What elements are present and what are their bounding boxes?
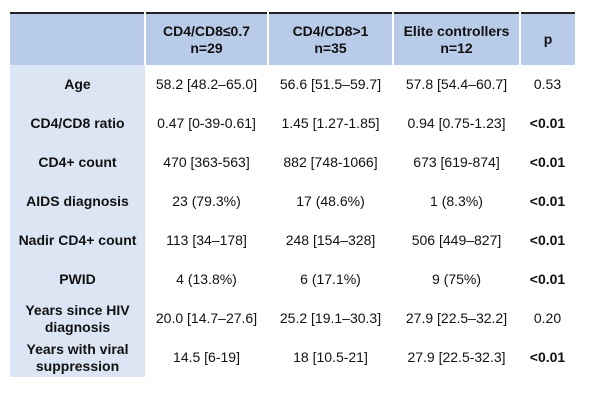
table-cell: 20.0 [14.7–27.6] <box>155 310 258 326</box>
p-value: <0.01 <box>529 193 566 209</box>
table-cell: 58.2 [48.2–65.0] <box>155 76 258 92</box>
row-label-text: Nadir CD4+ count <box>18 232 137 248</box>
row-label-text: Years since HIV diagnosis <box>25 301 130 335</box>
table-cell: 56.6 [51.5–59.7] <box>279 76 382 92</box>
table-row: CD4/CD8 ratio 0.47 [0-39-0.61] 1.45 [1.27-… <box>10 104 575 143</box>
p-value: 0.20 <box>533 310 562 326</box>
header-cell: Elite controllers n=12 <box>392 13 520 65</box>
header-cell: p <box>519 13 575 65</box>
table-cell: 25.2 [19.1–30.3] <box>279 310 382 326</box>
row-label-text: CD4/CD8 ratio <box>30 115 125 131</box>
row-label: PWID <box>10 260 145 299</box>
table-cell: 0.47 [0-39-0.61] <box>157 115 256 131</box>
table-cell: 17 (48.6%) <box>296 193 365 209</box>
table-cell: 1 (8.3%) <box>430 193 483 209</box>
table-cell: 248 [154–328] <box>285 232 376 248</box>
header-row: CD4/CD8≤0.7 n=29 CD4/CD8>1 n=35 Elite contro… <box>10 13 575 65</box>
table-row: CD4+ count 470 [363-563] 882 [748-1066] 673… <box>10 143 575 182</box>
table-cell: 23 (79.3%) <box>172 193 241 209</box>
table-cell: 4 (13.8%) <box>176 271 237 287</box>
table-cell: 673 [619-874] <box>413 154 500 170</box>
table-row: Years since HIV diagnosis 20.0 [14.7–27.6… <box>10 299 575 338</box>
table-cell: 1.45 [1.27-1.85] <box>281 115 380 131</box>
table-row: Years with viral suppression 14.5 [6-19] 1… <box>10 338 575 377</box>
table-cell: 0.94 [0.75-1.23] <box>407 115 506 131</box>
p-value: <0.01 <box>529 115 566 131</box>
header-cell <box>10 13 145 65</box>
row-label-text: AIDS diagnosis <box>26 193 129 209</box>
table-cell: 506 [449–827] <box>411 232 502 248</box>
table-row: PWID 4 (13.8%) 6 (17.1%) 9 (75%) <0.01 <box>10 260 575 299</box>
table-cell: 18 [10.5-21] <box>293 349 368 365</box>
header-cell: CD4/CD8≤0.7 n=29 <box>144 13 268 65</box>
table-header: CD4/CD8≤0.7 n=29 CD4/CD8>1 n=35 Elite contro… <box>10 13 575 65</box>
row-label-text: PWID <box>59 271 96 287</box>
table-row: AIDS diagnosis 23 (79.3%) 17 (48.6%) 1 (8.3… <box>10 182 575 221</box>
row-label-text: Years with viral suppression <box>26 340 129 374</box>
row-label: Nadir CD4+ count <box>10 221 145 260</box>
table-cell: 113 [34–178] <box>166 232 247 248</box>
table-row: Nadir CD4+ count 113 [34–178] 248 [154–328… <box>10 221 575 260</box>
table-body: Age 58.2 [48.2–65.0] 56.6 [51.5–59.7] 57.8 … <box>10 65 575 377</box>
table-container: CD4/CD8≤0.7 n=29 CD4/CD8>1 n=35 Elite contro… <box>10 12 575 377</box>
table-cell: 14.5 [6-19] <box>173 349 240 365</box>
header-cell: CD4/CD8>1 n=35 <box>267 13 393 65</box>
p-value: <0.01 <box>529 232 566 248</box>
p-value: <0.01 <box>529 271 566 287</box>
table-cell: 27.9 [22.5-32.3] <box>407 349 506 365</box>
row-label: CD4+ count <box>10 143 145 182</box>
row-label: AIDS diagnosis <box>10 182 145 221</box>
row-label: CD4/CD8 ratio <box>10 104 145 143</box>
row-label-text: Age <box>64 76 91 92</box>
row-label-text: CD4+ count <box>38 154 117 170</box>
table-cell: 9 (75%) <box>431 271 482 287</box>
table-cell: 882 [748-1066] <box>283 154 378 170</box>
p-value: <0.01 <box>529 154 566 170</box>
p-value: 0.53 <box>533 76 562 92</box>
table: CD4/CD8≤0.7 n=29 CD4/CD8>1 n=35 Elite contro… <box>10 12 575 377</box>
table-cell: 27.9 [22.5–32.2] <box>405 310 508 326</box>
p-value: <0.01 <box>529 349 566 365</box>
row-label: Years with viral suppression <box>10 338 145 377</box>
row-label: Years since HIV diagnosis <box>10 299 145 338</box>
table-row: Age 58.2 [48.2–65.0] 56.6 [51.5–59.7] 57.8 … <box>10 65 575 104</box>
row-label: Age <box>10 65 145 104</box>
table-cell: 470 [363-563] <box>163 154 250 170</box>
table-cell: 6 (17.1%) <box>300 271 361 287</box>
table-cell: 57.8 [54.4–60.7] <box>405 76 508 92</box>
